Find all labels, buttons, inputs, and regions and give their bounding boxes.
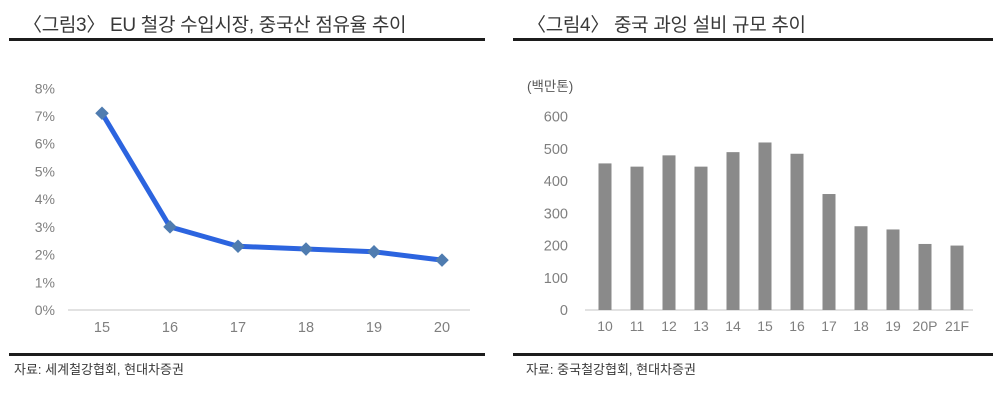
y-tick-label: 0% [35,302,55,318]
y-tick-label: 200 [544,239,568,255]
y-tick-label: 500 [544,142,568,158]
fig3-header: 〈그림3〉 EU 철강 수입시장, 중국산 점유율 추이 [9,10,485,41]
y-tick-label: 3% [35,219,55,235]
x-tick-label: 17 [821,318,837,334]
y-tick-label: 1% [35,274,55,290]
x-tick-label: 20P [913,318,938,334]
fig4-bottom-rule [513,353,993,356]
diamond-marker [299,242,313,256]
y-tick-label: 600 [544,110,568,126]
y-tick-label: 4% [35,191,55,207]
diamond-marker [95,106,109,121]
bar [726,152,740,310]
y-tick-label: 5% [35,163,55,179]
bar [758,142,772,310]
fig3-bottom-rule [9,353,485,356]
fig3-line-chart: 8% 7% 6% 5% 4% 3% 2% 1% 0% 15 16 17 18 19 20 [35,80,470,336]
x-tick-label: 18 [853,318,869,334]
y-tick-label: 0 [560,303,568,319]
fig3-title: 〈그림3〉 EU 철강 수입시장, 중국산 점유율 추이 [23,15,407,36]
bar [886,229,900,310]
y-tick-label: 300 [544,206,568,222]
x-tick-label: 12 [661,318,677,334]
diamond-marker [435,253,449,267]
x-tick-label: 21F [945,318,969,334]
y-tick-label: 2% [35,247,55,263]
fig4-source: 자료: 중국철강협회, 현대차증권 [526,362,696,377]
x-tick-label: 19 [885,318,901,334]
x-tick-label: 18 [298,320,314,336]
x-tick-label: 14 [725,318,741,334]
y-tick-label: 7% [35,108,55,124]
bar [950,245,964,310]
x-tick-label: 10 [597,318,613,334]
fig3-source: 자료: 세계철강협회, 현대차증권 [14,362,184,377]
bar [630,166,644,310]
bar [694,166,708,310]
y-tick-label: 400 [544,174,568,190]
diamond-marker [367,245,381,259]
unit-label: (백만톤) [527,79,573,94]
x-tick-label: 15 [94,320,110,336]
x-tick-label: 17 [230,320,246,336]
diamond-marker [231,239,245,254]
x-tick-label: 13 [693,318,709,334]
fig4-header: 〈그림4〉 중국 과잉 설비 규모 추이 [513,10,993,41]
x-tick-label: 19 [366,320,382,336]
bar [790,153,804,310]
bar [662,155,676,310]
x-tick-label: 20 [434,320,450,336]
diamond-marker [163,220,177,234]
bar [598,163,612,310]
fig4-title: 〈그림4〉 중국 과잉 설비 규모 추이 [527,15,806,36]
y-tick-label: 8% [35,80,55,96]
bar [822,194,836,310]
y-tick-label: 100 [544,271,568,287]
line-series [99,110,445,263]
x-tick-label: 15 [757,318,773,334]
x-tick-label: 16 [789,318,805,334]
fig4-bar-chart: (백만톤) 600 500 400 300 200 100 0 10 11 12 13 14 15 16 17… [527,79,973,334]
bar [854,226,868,310]
bar [918,243,932,310]
x-tick-label: 11 [630,318,645,334]
y-tick-label: 6% [35,136,55,152]
x-tick-label: 16 [162,320,178,336]
